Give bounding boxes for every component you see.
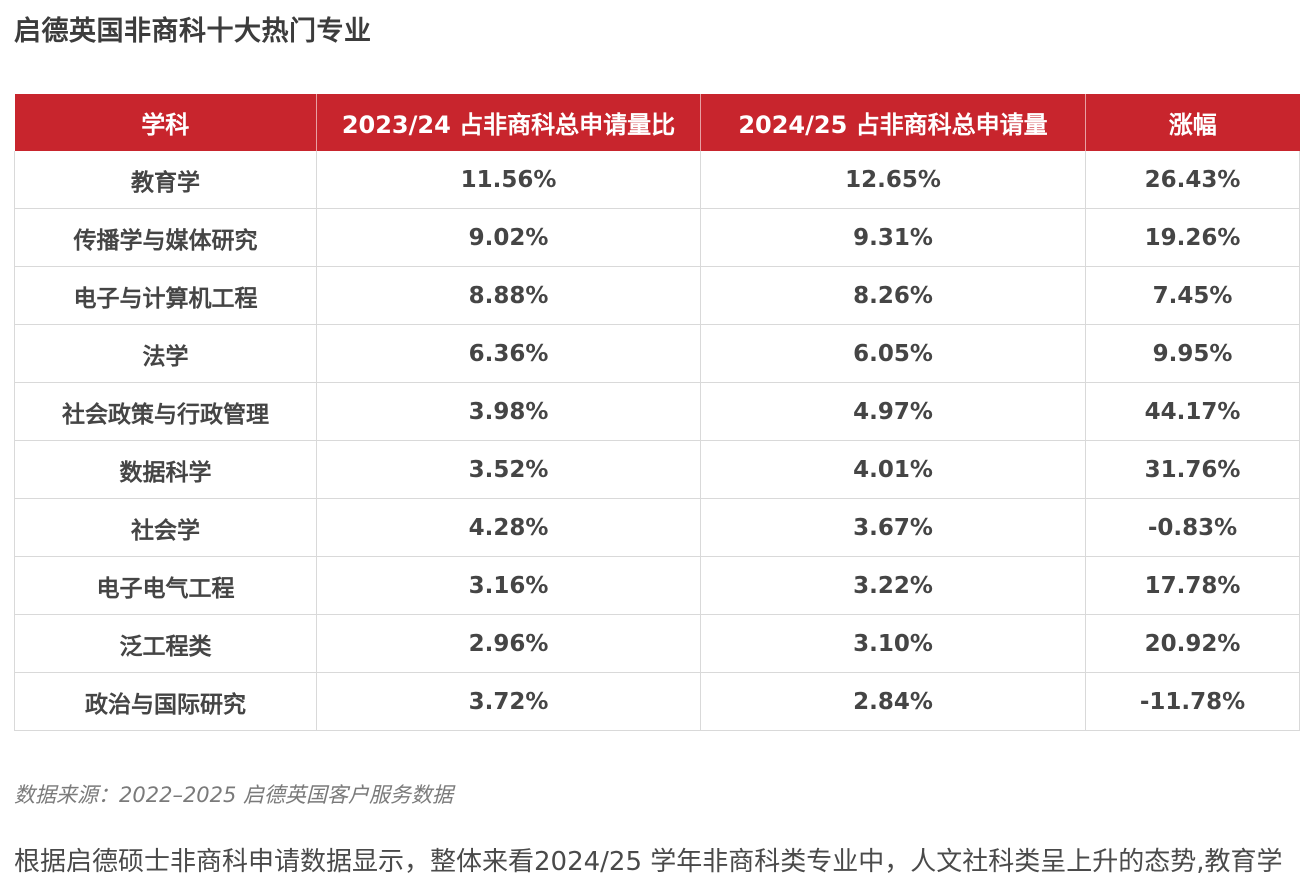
header-growth: 涨幅 (1085, 94, 1300, 151)
cell-growth: 44.17% (1085, 382, 1300, 441)
cell-share-2023-24: 3.16% (316, 556, 701, 615)
cell-share-2023-24: 11.56% (316, 151, 701, 209)
cell-share-2023-24: 3.98% (316, 382, 701, 441)
cell-subject: 法学 (14, 324, 317, 383)
header-share-2023-24: 2023/24 占非商科总申请量比 (316, 94, 701, 151)
cell-growth: 17.78% (1085, 556, 1300, 615)
cell-growth: 26.43% (1085, 151, 1300, 209)
cell-share-2023-24: 6.36% (316, 324, 701, 383)
table-row: 数据科学 3.52% 4.01% 31.76% (14, 440, 1300, 499)
cell-growth: -0.83% (1085, 498, 1300, 557)
majors-table: 学科 2023/24 占非商科总申请量比 2024/25 占非商科总申请量 涨幅… (14, 94, 1300, 731)
cell-subject: 社会政策与行政管理 (14, 382, 317, 441)
cell-share-2023-24: 4.28% (316, 498, 701, 557)
cell-subject: 政治与国际研究 (14, 672, 317, 731)
cell-share-2024-25: 12.65% (700, 151, 1086, 209)
cell-growth: 31.76% (1085, 440, 1300, 499)
page-title: 启德英国非商科十大热门专业 (14, 16, 372, 47)
body-paragraph: 根据启德硕士非商科申请数据显示，整体来看2024/25 学年非商科类专业中，人文… (14, 847, 1283, 877)
cell-share-2024-25: 3.67% (700, 498, 1086, 557)
table-row: 泛工程类 2.96% 3.10% 20.92% (14, 614, 1300, 673)
cell-subject: 传播学与媒体研究 (14, 208, 317, 267)
cell-growth: 9.95% (1085, 324, 1300, 383)
cell-share-2023-24: 8.88% (316, 266, 701, 325)
table-row: 电子与计算机工程 8.88% 8.26% 7.45% (14, 266, 1300, 325)
cell-share-2024-25: 3.22% (700, 556, 1086, 615)
cell-share-2023-24: 3.52% (316, 440, 701, 499)
table-row: 传播学与媒体研究 9.02% 9.31% 19.26% (14, 208, 1300, 267)
header-share-2024-25: 2024/25 占非商科总申请量 (700, 94, 1086, 151)
cell-growth: 7.45% (1085, 266, 1300, 325)
cell-subject: 泛工程类 (14, 614, 317, 673)
cell-share-2023-24: 3.72% (316, 672, 701, 731)
source-note: 数据来源：2022–2025 启德英国客户服务数据 (14, 783, 454, 807)
header-subject: 学科 (14, 94, 317, 151)
cell-share-2023-24: 2.96% (316, 614, 701, 673)
cell-share-2023-24: 9.02% (316, 208, 701, 267)
table-row: 法学 6.36% 6.05% 9.95% (14, 324, 1300, 383)
cell-growth: 19.26% (1085, 208, 1300, 267)
table-row: 电子电气工程 3.16% 3.22% 17.78% (14, 556, 1300, 615)
cell-subject: 电子电气工程 (14, 556, 317, 615)
cell-share-2024-25: 9.31% (700, 208, 1086, 267)
cell-subject: 社会学 (14, 498, 317, 557)
cell-growth: 20.92% (1085, 614, 1300, 673)
cell-share-2024-25: 4.01% (700, 440, 1086, 499)
table-row: 社会学 4.28% 3.67% -0.83% (14, 498, 1300, 557)
cell-share-2024-25: 6.05% (700, 324, 1086, 383)
cell-subject: 数据科学 (14, 440, 317, 499)
cell-subject: 电子与计算机工程 (14, 266, 317, 325)
cell-share-2024-25: 3.10% (700, 614, 1086, 673)
majors-table-container: 学科 2023/24 占非商科总申请量比 2024/25 占非商科总申请量 涨幅… (14, 94, 1300, 731)
table-row: 社会政策与行政管理 3.98% 4.97% 44.17% (14, 382, 1300, 441)
cell-subject: 教育学 (14, 151, 317, 209)
table-row: 教育学 11.56% 12.65% 26.43% (14, 151, 1300, 209)
cell-growth: -11.78% (1085, 672, 1300, 731)
table-header-row: 学科 2023/24 占非商科总申请量比 2024/25 占非商科总申请量 涨幅 (14, 94, 1300, 151)
table-row: 政治与国际研究 3.72% 2.84% -11.78% (14, 672, 1300, 731)
cell-share-2024-25: 2.84% (700, 672, 1086, 731)
cell-share-2024-25: 4.97% (700, 382, 1086, 441)
cell-share-2024-25: 8.26% (700, 266, 1086, 325)
